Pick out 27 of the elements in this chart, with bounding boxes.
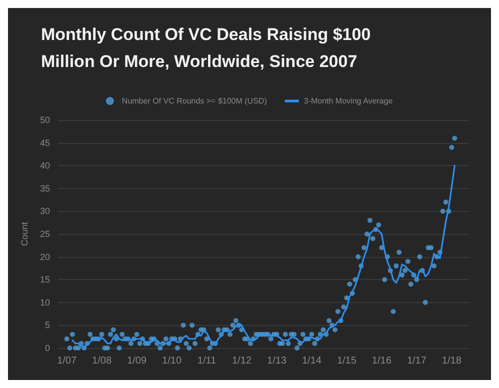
y-tick-label: 10	[40, 297, 50, 308]
x-tick-label: 1/16	[372, 356, 392, 366]
x-tick-label: 1/17	[406, 356, 427, 366]
x-tick-label: 1/11	[197, 356, 217, 366]
y-tick-label: 35	[40, 183, 50, 194]
y-tick-label: 5	[44, 320, 50, 330]
y-tick-label: 30	[40, 206, 50, 216]
x-tick-label: 1/18	[442, 356, 462, 366]
y-tick-label: 0	[44, 343, 50, 353]
x-tick-label: 1/15	[336, 356, 357, 366]
x-tick-label: 1/09	[127, 356, 147, 366]
y-axis-title: Count	[20, 222, 30, 246]
y-tick-label: 25	[40, 229, 50, 239]
y-tick-label: 50	[40, 115, 50, 125]
y-tick-label: 20	[40, 252, 50, 262]
x-tick-label: 1/12	[232, 356, 252, 366]
x-tick-label: 1/08	[92, 356, 112, 366]
x-tick-label: 1/13	[267, 356, 287, 366]
x-tick-label: 1/07	[57, 356, 77, 366]
y-tick-label: 15	[40, 274, 50, 285]
legend-label: 3-Month Moving Average	[304, 96, 394, 106]
y-tick-label: 45	[40, 138, 50, 148]
x-tick-label: 1/14	[302, 356, 322, 366]
y-tick-label: 40	[40, 160, 50, 171]
legend-label: Number Of VC Rounds >= $100M (USD)	[122, 96, 268, 106]
x-tick-label: 1/10	[162, 356, 182, 366]
chart-title: Monthly Count Of VC Deals Raising $100 Million Or More, Worldwide, Since 2007	[41, 25, 371, 71]
